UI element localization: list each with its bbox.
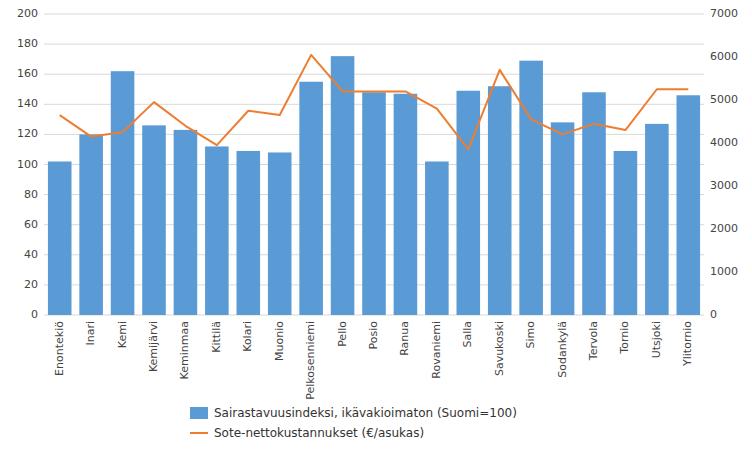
bar [645,124,669,315]
bar [457,91,481,315]
x-tick-label: Inari [84,321,97,346]
x-tick-label: Savukoski [493,321,506,376]
bar [299,82,323,315]
y2-tick-label: 3000 [710,179,738,192]
y-tick-label: 160 [17,67,38,80]
marks [48,55,700,315]
x-tick-label: Pello [336,321,349,347]
y2-tick-label: 7000 [710,7,738,20]
y-tick-label: 120 [17,127,38,140]
line [60,55,689,150]
bar [425,161,449,315]
x-tick-label: Tornio [618,321,631,355]
legend-label: Sairastavuusindeksi, ikävakioimaton (Suo… [214,406,517,420]
y-tick-label: 80 [24,188,38,201]
y2-tick-label: 4000 [710,136,738,149]
y-tick-label: 140 [17,97,38,110]
bar [614,151,638,315]
bar [268,152,292,315]
bar [362,92,386,315]
axes: 0204060801001201401601802000100020003000… [17,7,738,400]
x-tick-label: Rovaniemi [430,321,443,379]
bar [111,71,135,315]
x-tick-label: Kemi [116,321,129,348]
x-tick-label: Ylitornio [681,321,694,367]
y-tick-label: 40 [24,248,38,261]
x-tick-label: Keminmaa [178,321,191,379]
x-tick-label: Kittilä [210,321,223,353]
y2-tick-label: 5000 [710,93,738,106]
bar [394,94,418,315]
legend-item: Sairastavuusindeksi, ikävakioimaton (Suo… [190,406,517,420]
bar [488,86,512,315]
legend-item: Sote-nettokustannukset (€/asukas) [190,426,424,440]
grid-line [44,14,704,15]
bar [142,125,166,315]
grid [44,14,704,315]
legend: Sairastavuusindeksi, ikävakioimaton (Suo… [190,406,517,440]
bar [331,56,355,315]
y-tick-label: 20 [24,278,38,291]
grid-line [44,44,704,45]
bar [237,151,261,315]
x-tick-label: Salla [461,321,474,348]
x-tick-label: Kolari [241,321,254,352]
bar [551,122,575,315]
legend-label: Sote-nettokustannukset (€/asukas) [214,426,424,440]
page: {"chart_data": {"type": "bar", "categori… [0,0,752,451]
bar [677,95,701,315]
chart: 0204060801001201401601802000100020003000… [0,0,752,451]
x-tick-label: Utsjoki [650,321,663,358]
x-tick-label: Ranua [398,321,411,356]
bar [174,130,198,315]
legend-swatch [190,432,208,434]
bar [79,134,103,315]
y-tick-label: 60 [24,218,38,231]
x-tick-label: Pelkosenniemi [304,321,317,400]
y-tick-label: 100 [17,158,38,171]
y-tick-label: 200 [17,7,38,20]
bar [205,146,229,315]
y-tick-label: 0 [31,308,38,321]
x-tick-label: Tervola [587,321,600,361]
legend-swatch [190,407,208,419]
y2-tick-label: 6000 [710,50,738,63]
x-tick-label: Kemijärvi [147,321,160,372]
bar [48,161,72,315]
x-tick-label: Muonio [273,321,286,361]
x-tick-label: Sodankylä [556,321,569,378]
y-tick-label: 180 [17,37,38,50]
y2-tick-label: 0 [710,308,717,321]
y2-tick-label: 1000 [710,265,738,278]
x-tick-label: Enontekiö [53,321,66,376]
x-tick-label: Simo [524,321,537,349]
y2-tick-label: 2000 [710,222,738,235]
bar [519,61,543,315]
x-tick-label: Posio [367,321,380,350]
grid-line [44,74,704,75]
